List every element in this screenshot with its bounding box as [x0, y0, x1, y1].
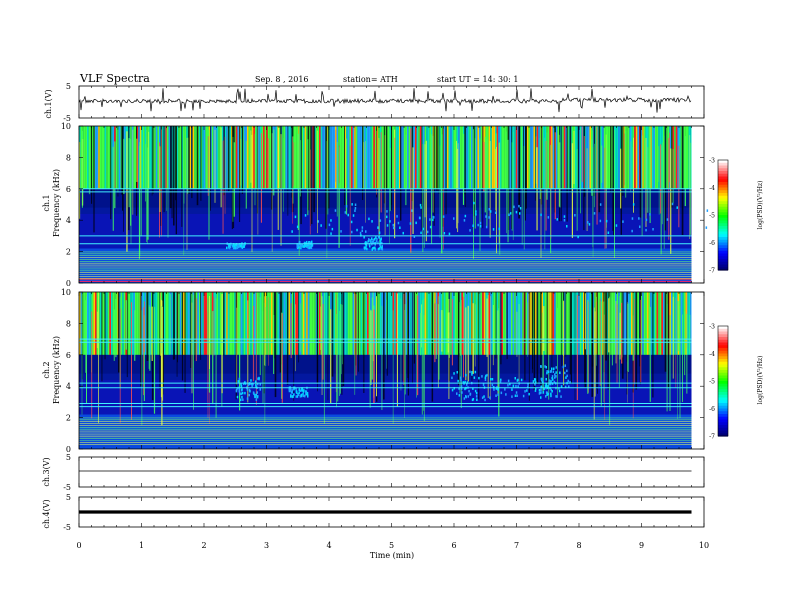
station-label: station= ATH	[343, 75, 398, 84]
axes-frames	[78, 85, 705, 528]
x-tick-label: 9	[639, 541, 644, 550]
ch2-frequency-ylabel: Frequency (kHz)	[52, 336, 61, 404]
y-tick-label: 0	[66, 445, 71, 454]
ch1-waveform-ylabel: ch.1(V)	[44, 89, 53, 118]
ch2-spectrogram	[79, 292, 704, 449]
ch4-waveform-ylabel: ch.4(V)	[42, 499, 51, 528]
plc-harmonic-lines	[79, 188, 692, 282]
x-tick-label: 10	[699, 541, 709, 550]
y-tick-label: -5	[63, 114, 71, 123]
ch2-colorbar-label: log(PSD)(V²/Hz)	[757, 356, 764, 405]
x-tick-label: 0	[76, 541, 81, 550]
ch3-waveform-ylabel: ch.3(V)	[42, 457, 51, 486]
colorbar-tick-label: -7	[709, 268, 715, 275]
w3-frame	[78, 456, 705, 488]
x-tick-label: 8	[576, 541, 581, 550]
x-tick-label: 7	[514, 541, 519, 550]
ch1-waveform-trace	[78, 88, 692, 113]
x-tick-label: 6	[451, 541, 456, 550]
ch2-spectrogram-channel-label: ch.2	[42, 361, 51, 378]
y-tick-label: -5	[63, 483, 71, 492]
colorbar-tick-label: -6	[709, 406, 715, 413]
colorbar-tick-label: -7	[709, 434, 715, 441]
sferic-streaks	[81, 292, 691, 426]
no-data-region	[691, 292, 704, 449]
y-tick-label: 10	[61, 122, 71, 131]
y-tick-label: 6	[66, 185, 71, 194]
plc-harmonic-lines	[79, 338, 692, 445]
y-tick-label: 8	[66, 153, 71, 162]
x-tick-label: 1	[139, 541, 144, 550]
spectrogram-fill	[79, 354, 692, 449]
colorbar-tick-label: -3	[709, 324, 715, 331]
ch1-frequency-ylabel: Frequency (kHz)	[52, 169, 61, 237]
colorbars: -3 -4 -5 -6 -7 -3 -4 -5 -6 -7	[709, 158, 729, 441]
colorbar-frame	[717, 325, 729, 437]
colorbar-frame	[717, 159, 729, 271]
x-axis-label: Time (min)	[370, 551, 414, 560]
colorbar-tick-label: -4	[709, 351, 715, 358]
ch1-colorbar-label: log(PSD)(V²/Hz)	[757, 181, 764, 230]
x-tick-label: 5	[389, 541, 394, 550]
date-label: Sep. 8 , 2016	[255, 75, 309, 84]
ch1-spectrogram-channel-label: ch.1	[42, 194, 51, 211]
x-tick-label: 4	[326, 541, 331, 550]
colorbar-tick-label: -6	[709, 240, 715, 247]
w1-frame	[78, 85, 705, 119]
y-tick-label: 2	[66, 414, 71, 423]
no-data-region	[691, 126, 704, 283]
colorbar-tick-label: -5	[709, 213, 715, 220]
ch1-spectrogram	[79, 126, 709, 283]
y-tick-label: 5	[66, 82, 71, 91]
figure-title: VLF Spectra	[79, 72, 150, 85]
x-tick-label: 3	[264, 541, 269, 550]
y-tick-label: -5	[63, 523, 71, 532]
chorus-emissions	[226, 201, 709, 251]
y-tick-label: 0	[66, 279, 71, 288]
y-tick-label: 8	[66, 319, 71, 328]
y-tick-label: 5	[66, 453, 71, 462]
y-tick-label: 2	[66, 248, 71, 257]
y-tick-label: 6	[66, 351, 71, 360]
waveforms	[78, 88, 692, 514]
colorbar-tick-label: -5	[709, 379, 715, 386]
colorbar-tick-label: -3	[709, 158, 715, 165]
start-time-label: start UT = 14: 30: 1	[437, 75, 518, 84]
colorbar-tick-label: -4	[709, 185, 715, 192]
x-tick-label: 2	[201, 541, 206, 550]
y-tick-label: 5	[66, 493, 71, 502]
y-tick-label: 4	[66, 216, 71, 225]
y-tick-label: 4	[66, 382, 71, 391]
y-tick-label: 10	[61, 288, 71, 297]
